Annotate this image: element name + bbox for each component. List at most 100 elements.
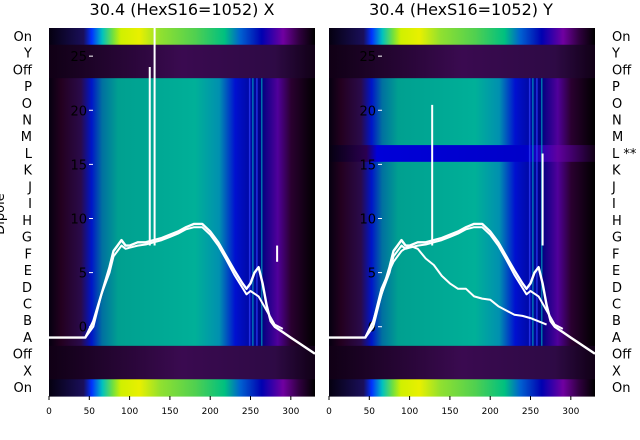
row-label: Off	[13, 348, 33, 363]
heatmap-row-g-12	[329, 228, 595, 247]
heatmap-row-j-9	[329, 178, 595, 196]
heatmap-row-a-18	[49, 329, 315, 347]
row-label: Off	[13, 63, 33, 78]
heatmap-row-off-2	[329, 61, 595, 79]
x-tick-label: 100	[121, 407, 138, 417]
heatmap-row-x-20	[329, 362, 595, 380]
heatmap-row-h-11	[49, 212, 315, 230]
left-chart-title: 30.4 (HexS16=1052) X	[90, 0, 275, 19]
y-tick-label: 0	[79, 321, 87, 336]
x-tick-label: 50	[364, 407, 376, 417]
y-tick-label: 5	[79, 267, 87, 282]
heatmap-row-c-16	[329, 295, 595, 313]
heatmap-row-f-13	[49, 245, 315, 263]
x-tick-label: 0	[326, 407, 332, 417]
row-label: I	[612, 197, 616, 212]
row-label: P	[24, 80, 32, 95]
row-label: I	[28, 197, 32, 212]
row-label: B	[23, 314, 32, 329]
row-label: H	[22, 214, 32, 229]
x-tick-label: 200	[482, 407, 499, 417]
heatmap-row-y-1	[49, 44, 315, 63]
x-tick-label: 100	[401, 407, 418, 417]
row-label: J	[27, 180, 32, 195]
row-label: L **	[612, 147, 637, 162]
row-label: J	[611, 180, 616, 195]
heatmap-row-on-21	[49, 379, 315, 397]
heatmap-row-m-6	[329, 128, 595, 146]
heatmap-row-h-11	[329, 212, 595, 230]
row-label: H	[612, 214, 622, 229]
heatmap-row-p-3	[49, 78, 315, 96]
row-label: C	[23, 298, 32, 313]
heatmap-row-o-4	[329, 94, 595, 113]
heatmap-row-f-13	[329, 245, 595, 263]
heatmap-row-k-8	[329, 161, 595, 180]
heatmap-row-c-16	[49, 295, 315, 313]
heatmap-stripe	[248, 78, 251, 346]
row-label: E	[612, 264, 620, 279]
heatmap-row-on-0	[49, 28, 315, 46]
y-tick-label: 10	[70, 212, 87, 227]
row-label: N	[612, 114, 622, 129]
overlay-line-2	[364, 244, 547, 339]
row-label: X	[612, 364, 621, 379]
y-tick-label: 20	[359, 104, 376, 119]
x-tick-label: 50	[84, 407, 96, 417]
row-label: On	[612, 381, 630, 396]
row-label: F	[25, 247, 32, 262]
row-label: On	[612, 30, 630, 45]
x-tick-label: 300	[282, 407, 299, 417]
heatmap-row-on-0	[329, 28, 595, 46]
row-label: P	[612, 80, 620, 95]
row-label: Y	[23, 47, 32, 62]
heatmap-row-on-21	[329, 379, 595, 397]
row-label: A	[612, 331, 621, 346]
row-label: F	[612, 247, 619, 262]
row-label: On	[14, 381, 32, 396]
heatmap-row-o-4	[49, 94, 315, 113]
x-tick-label: 150	[161, 407, 178, 417]
heatmap-row-j-9	[49, 178, 315, 196]
row-label: O	[22, 97, 32, 112]
heatmap-row-l-7	[329, 145, 595, 163]
row-label: A	[23, 331, 32, 346]
row-label: M	[612, 130, 623, 145]
heatmap-row-d-15	[49, 278, 315, 297]
heatmap-row-i-10	[329, 195, 595, 213]
row-label: K	[612, 164, 621, 179]
row-label: D	[612, 281, 622, 296]
heatmap-stripe	[256, 78, 258, 346]
heatmap-row-y-1	[329, 44, 595, 63]
row-label: N	[22, 114, 32, 129]
heatmap-row-e-14	[49, 262, 315, 280]
heatmap-row-k-8	[49, 161, 315, 180]
row-label: Off	[612, 348, 632, 363]
heatmap-row-off-2	[49, 61, 315, 79]
y-tick-label: 5	[368, 267, 376, 282]
row-label: D	[22, 281, 32, 296]
x-tick-label: 300	[562, 407, 579, 417]
y-tick-label: 20	[70, 104, 87, 119]
y-tick-label: 25	[70, 50, 87, 65]
row-label: On	[14, 30, 32, 45]
x-tick-label: 150	[441, 407, 458, 417]
heatmap-stripe	[260, 78, 263, 346]
heatmap-stripe	[536, 78, 538, 346]
row-label: M	[21, 130, 32, 145]
row-label: L	[25, 147, 33, 162]
heatmap-row-off-19	[49, 345, 315, 364]
y-tick-label: 25	[359, 50, 376, 65]
x-tick-label: 0	[46, 407, 52, 417]
overlay-line-1	[364, 226, 564, 339]
row-label: E	[24, 264, 32, 279]
heatmap-row-i-10	[49, 195, 315, 213]
row-label: O	[612, 97, 622, 112]
heatmap-row-l-7	[49, 145, 315, 163]
heatmap-row-n-5	[49, 111, 315, 129]
x-tick-label: 250	[522, 407, 539, 417]
right-chart-title: 30.4 (HexS16=1052) Y	[369, 0, 553, 19]
